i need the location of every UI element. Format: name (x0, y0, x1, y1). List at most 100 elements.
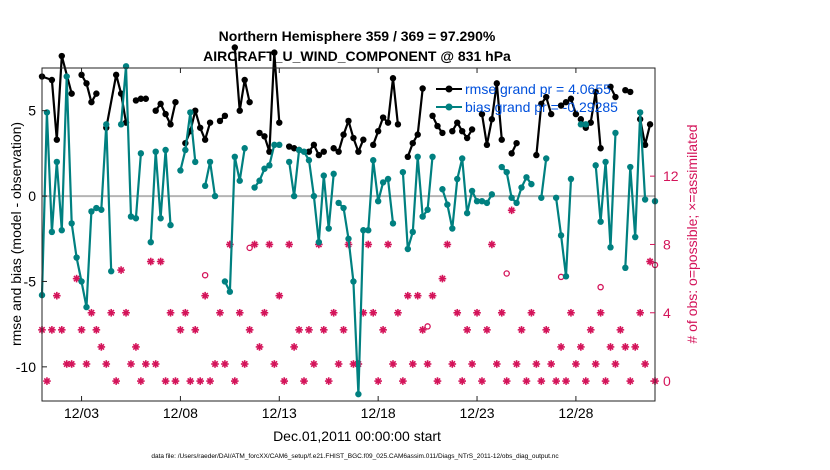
obs-assimilated-marker (611, 360, 620, 368)
bias-point (454, 175, 461, 183)
obs-assimilated-stroke (399, 377, 407, 385)
obs-assimilated-marker (201, 291, 209, 300)
rmse-point (137, 95, 145, 102)
rmse-point (310, 141, 318, 149)
rmse-point (112, 71, 120, 79)
bias-point (360, 227, 367, 234)
rmse-point (394, 121, 402, 128)
bias-point (523, 174, 530, 181)
rmse-point (231, 44, 238, 51)
obs-assimilated-stroke (58, 326, 65, 334)
obs-assimilated-stroke (394, 309, 402, 316)
bias-point (567, 175, 575, 183)
obs-assimilated-stroke (434, 377, 441, 385)
rmse-point (335, 148, 342, 155)
obs-assimilated-marker (305, 326, 313, 334)
rmse-point (93, 90, 100, 97)
obs-assimilated-stroke (117, 266, 125, 274)
obs-assimilated-marker (586, 326, 595, 334)
obs-assimilated-marker (636, 308, 644, 317)
obs-assimilated-stroke (369, 309, 377, 316)
bias-point (335, 199, 342, 207)
bias-point (261, 165, 268, 172)
obs-assimilated-stroke (409, 360, 416, 368)
obs-assimilated-marker (171, 377, 180, 385)
rmse-line (80, 74, 98, 104)
obs-assimilated-marker (211, 360, 219, 368)
bias-point (365, 227, 372, 234)
rmse-point (612, 93, 619, 101)
rmse-point (83, 80, 90, 87)
obs-assimilated-marker (235, 308, 244, 317)
rmse-point (256, 129, 263, 137)
obs-assimilated-marker (87, 308, 96, 317)
obs-assimilated-marker (334, 360, 343, 368)
obs-assimilated-marker (62, 360, 71, 368)
bias-line (555, 178, 573, 278)
bias-point (103, 121, 110, 128)
obs-assimilated-stroke (473, 309, 481, 316)
obs-assimilated-marker (72, 274, 81, 283)
obs-assimilated-marker (196, 377, 204, 385)
obs-assimilated-stroke (206, 377, 214, 385)
rmse-point (627, 88, 634, 96)
rmse-line (535, 95, 553, 156)
bias-point (592, 162, 599, 169)
bias-point (399, 168, 407, 176)
obs-assimilated-stroke (374, 377, 382, 385)
obs-assimilated-stroke (607, 343, 614, 351)
y-axis-right-label: # of obs: o=possible; ×=assimilated (684, 124, 700, 343)
bias-line (288, 148, 335, 244)
rmse-point (350, 134, 357, 142)
obs-assimilated-stroke (246, 326, 253, 334)
bias-point (340, 204, 347, 212)
rmse-point (285, 143, 293, 150)
obs-assimilated-marker (319, 326, 328, 334)
rmse-point (419, 85, 426, 92)
bias-point (602, 158, 609, 166)
obs-assimilated-stroke (592, 360, 599, 368)
bias-point (256, 177, 263, 184)
obs-assimilated-marker (230, 377, 239, 385)
obs-assimilated-marker (626, 377, 635, 385)
obs-assimilated-stroke (632, 343, 639, 351)
obs-assimilated-stroke (439, 275, 446, 282)
obs-assimilated-stroke (617, 326, 624, 334)
obs-assimilated-marker (621, 343, 630, 351)
obs-assimilated-stroke (43, 377, 51, 385)
obs-assimilated-stroke (216, 309, 224, 316)
bias-point (177, 167, 184, 174)
rmse-point (236, 107, 243, 114)
bias-point (117, 121, 125, 128)
obs-assimilated-stroke (48, 326, 56, 334)
obs-assimilated-stroke (567, 309, 575, 316)
bias-point (557, 232, 565, 239)
bias-point (577, 121, 585, 128)
bias-line (179, 111, 197, 171)
obs-assimilated-marker (567, 308, 575, 317)
obs-assimilated-marker (166, 308, 175, 317)
rmse-point (290, 145, 298, 152)
obs-assimilated-marker (394, 308, 402, 317)
rmse-point (463, 134, 471, 142)
rmse-point (192, 107, 199, 114)
bias-point (612, 129, 619, 137)
bias-point (290, 192, 298, 200)
bias-point (543, 155, 550, 162)
rmse-point (157, 100, 164, 108)
obs-assimilated-marker (53, 291, 61, 300)
bias-point (108, 268, 115, 275)
obs-assimilated-stroke (419, 326, 426, 334)
bias-point (463, 209, 471, 217)
obs-assimilated-marker (581, 377, 590, 385)
rmse-point (266, 148, 273, 155)
rmse-point (384, 119, 392, 126)
obs-assimilated-stroke (454, 309, 461, 316)
bias-point (468, 187, 476, 195)
obs-assimilated-stroke (147, 258, 154, 265)
legend: rmse grand pr = 4.0655 bias grand pr = -… (436, 81, 618, 115)
bias-point (300, 148, 308, 155)
obs-assimilated-marker (522, 377, 531, 385)
obs-assimilated-marker (369, 308, 378, 317)
